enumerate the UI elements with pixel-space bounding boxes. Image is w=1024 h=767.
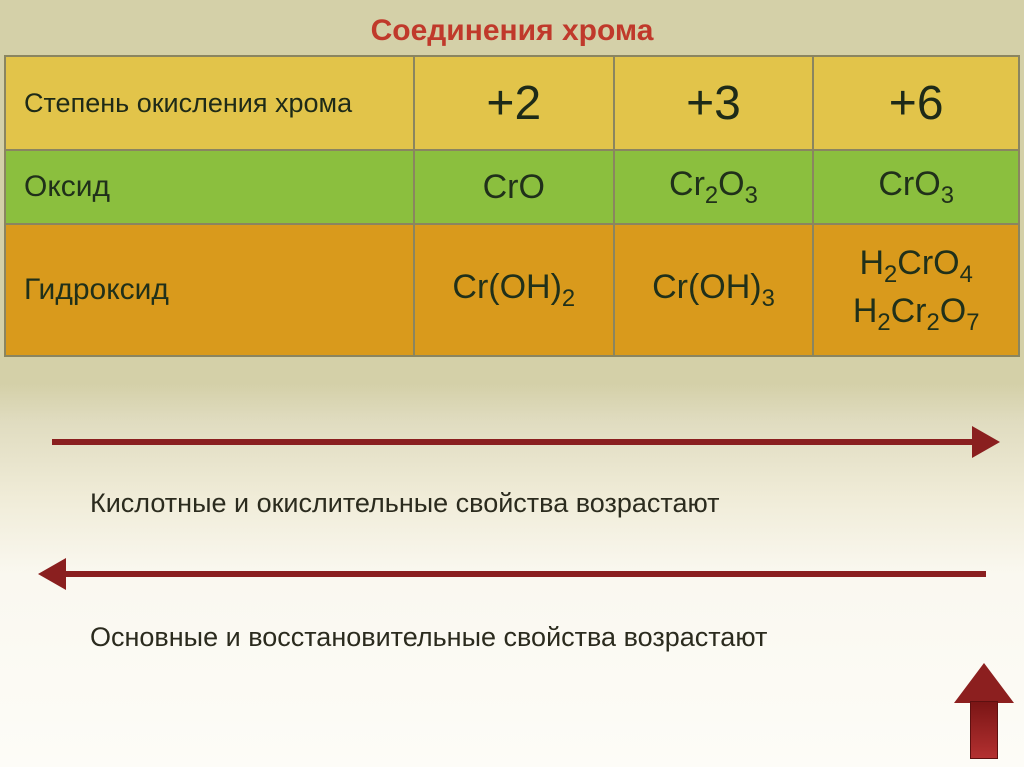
arrow-left-icon — [52, 568, 986, 580]
oxidation-state-3: +3 — [614, 56, 814, 150]
hydroxide-3: Cr(OH)3 — [614, 224, 814, 356]
up-arrow-icon — [954, 663, 1014, 759]
formula-h2cr2o7: H2Cr2O7 — [814, 290, 1018, 338]
row-oxide: Оксид CrO Cr2O3 CrO3 — [5, 150, 1019, 224]
subscript: 2 — [877, 309, 890, 336]
row-hydroxide: Гидроксид Cr(OH)2 Cr(OH)3 H2CrO4 H2Cr2O7 — [5, 224, 1019, 356]
caption-acidic: Кислотные и окислительные свойства возра… — [90, 488, 720, 519]
formula-h2cro4: H2CrO4 — [814, 242, 1018, 290]
label-hydroxide: Гидроксид — [5, 224, 414, 356]
page-title: Соединения хрома — [0, 14, 1024, 48]
text: Cr — [891, 292, 927, 330]
text: Cr(OH) — [652, 268, 762, 306]
oxide-6: CrO3 — [813, 150, 1019, 224]
subscript: 3 — [762, 284, 775, 311]
text: O — [718, 165, 744, 203]
label-oxide: Оксид — [5, 150, 414, 224]
compounds-table: Степень окисления хрома +2 +3 +6 Оксид C… — [4, 55, 1020, 357]
text: CrO — [897, 244, 959, 282]
subscript: 2 — [562, 284, 575, 311]
row-oxidation-state: Степень окисления хрома +2 +3 +6 — [5, 56, 1019, 150]
label-oxidation: Степень окисления хрома — [5, 56, 414, 150]
subscript: 7 — [966, 309, 979, 336]
text: CrO — [878, 165, 940, 203]
text: Cr — [669, 165, 705, 203]
subscript: 3 — [941, 181, 954, 208]
text: H — [859, 244, 884, 282]
subscript: 2 — [705, 181, 718, 208]
hydroxide-6: H2CrO4 H2Cr2O7 — [813, 224, 1019, 356]
oxide-3: Cr2O3 — [614, 150, 814, 224]
subscript: 4 — [960, 261, 973, 288]
oxide-2: CrO — [414, 150, 614, 224]
hydroxide-2: Cr(OH)2 — [414, 224, 614, 356]
subscript: 2 — [884, 261, 897, 288]
text: Cr(OH) — [452, 268, 562, 306]
subscript: 3 — [745, 181, 758, 208]
arrow-right-icon — [52, 436, 986, 448]
oxidation-state-6: +6 — [813, 56, 1019, 150]
oxidation-state-2: +2 — [414, 56, 614, 150]
subscript: 2 — [927, 309, 940, 336]
text: O — [940, 292, 966, 330]
text: H — [853, 292, 878, 330]
caption-basic: Основные и восстановительные свойства во… — [90, 622, 767, 653]
